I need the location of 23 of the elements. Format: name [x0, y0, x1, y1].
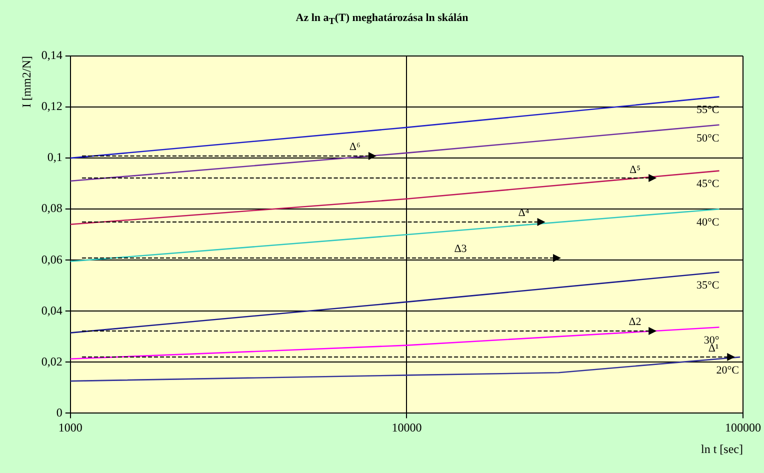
y-tick-label: 0,08	[41, 201, 62, 216]
y-tick-label: 0,04	[41, 303, 62, 318]
annotation: Δ3	[454, 243, 468, 256]
y-tick-label: 0,06	[41, 252, 62, 266]
y-tick-label: 0	[56, 405, 62, 420]
series-label: 35°C	[696, 279, 720, 292]
y-tick-label: 0,1	[47, 150, 62, 164]
annotation: Δ⁵	[630, 164, 641, 176]
y-tick-label: 0,14	[41, 48, 62, 62]
series-label: 40°C	[696, 216, 720, 228]
series-label: 50°C	[696, 132, 720, 144]
chart-title: Az ln a$_{T}$(T) meghatározása ln skálán	[294, 12, 470, 26]
y-tick-label: 0,02	[41, 354, 62, 368]
y-axis-title: I [mm2/N]	[19, 56, 34, 108]
x-axis-title: ln t [sec]	[701, 442, 743, 456]
x-tick-label: 1000	[58, 420, 82, 435]
annotation: Δ⁶	[349, 140, 360, 153]
series-label: 20°C	[716, 364, 739, 376]
x-tick-label: 100000	[725, 420, 761, 435]
y-tick-label: 0,12	[41, 99, 62, 114]
annotation: Δ2	[628, 316, 642, 328]
series-label: 45°C	[696, 178, 720, 190]
x-tick-label: 10000	[392, 420, 422, 435]
